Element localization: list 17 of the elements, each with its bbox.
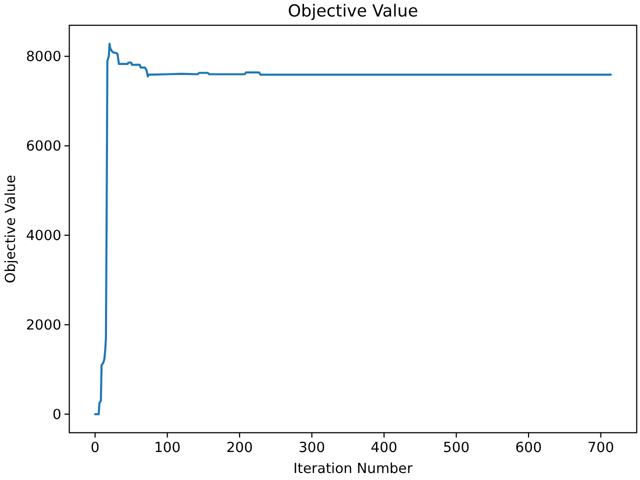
x-tick-label: 600: [515, 440, 542, 456]
x-tick-label: 500: [443, 440, 470, 456]
x-tick-label: 700: [588, 440, 614, 456]
y-tick-label: 0: [52, 407, 62, 424]
y-tick-label: 8000: [26, 49, 62, 66]
y-tick-label: 6000: [26, 138, 62, 155]
y-tick-label: 4000: [26, 228, 62, 244]
x-tick-label: 400: [370, 440, 398, 456]
x-tick-label: 100: [154, 440, 181, 456]
y-axis-title: Objective Value: [3, 174, 19, 284]
x-tick-label: 0: [90, 440, 100, 456]
y-tick-label: 2000: [26, 318, 62, 334]
chart-title: Objective Value: [288, 0, 418, 20]
line-series: [94, 42, 612, 416]
x-tick-label: 300: [298, 440, 326, 456]
x-axis-title: Iteration Number: [293, 461, 413, 477]
x-tick-label: 200: [226, 440, 253, 456]
